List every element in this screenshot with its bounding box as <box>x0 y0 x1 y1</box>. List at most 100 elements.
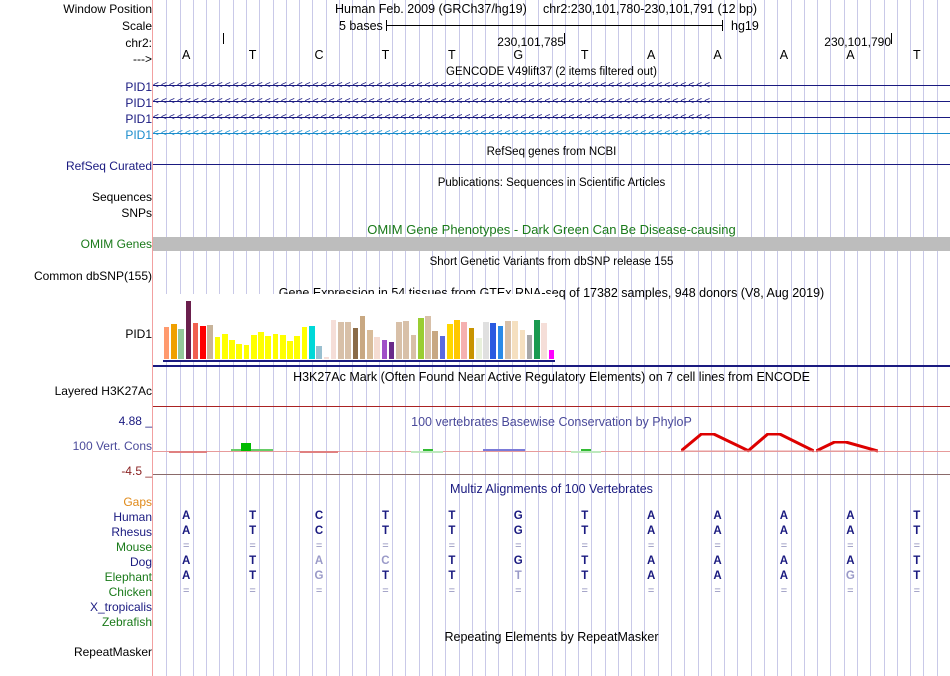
conservation-peak[interactable] <box>748 433 814 454</box>
gtex-tissue-bar[interactable] <box>258 332 264 359</box>
refseq-gene-line[interactable] <box>153 164 950 166</box>
snps-label[interactable]: SNPs <box>121 206 152 220</box>
gtex-tissue-bar[interactable] <box>323 357 330 359</box>
gtex-tissue-bar[interactable] <box>207 324 213 359</box>
gtex-tissue-bar[interactable] <box>519 329 526 359</box>
gtex-tissue-bar[interactable] <box>454 320 460 359</box>
omim-gene-bar[interactable] <box>153 237 950 251</box>
gtex-tissue-bar[interactable] <box>338 322 344 359</box>
gtex-tissue-bar[interactable] <box>345 321 351 359</box>
conservation-bar[interactable] <box>483 449 525 451</box>
gtex-tissue-bar[interactable] <box>272 333 279 359</box>
gtex-tissue-bar[interactable] <box>497 325 504 359</box>
gtex-tissue-bar[interactable] <box>229 340 235 359</box>
gtex-tissue-bar[interactable] <box>265 336 272 359</box>
gtex-tissue-bar[interactable] <box>221 333 228 359</box>
species-label-xtropicalis[interactable]: X_tropicalis <box>89 600 152 614</box>
gtex-tissue-bar[interactable] <box>359 315 366 359</box>
gtex-tissue-bar[interactable] <box>316 346 322 359</box>
gtex-tissue-bar[interactable] <box>374 337 380 359</box>
gene-track-row[interactable]: <<<<<<<<<<<<<<<<<<<<<<<<<<<<<<<<<<<<<<<<… <box>153 128 950 139</box>
gtex-tissue-bar[interactable] <box>171 324 177 359</box>
gtex-tissue-bar[interactable] <box>236 344 243 359</box>
gtex-tissue-bar[interactable] <box>403 320 409 359</box>
gene-track-row[interactable]: <<<<<<<<<<<<<<<<<<<<<<<<<<<<<<<<<<<<<<<<… <box>153 80 950 91</box>
conservation-bar[interactable] <box>169 451 207 453</box>
gtex-tissue-bar[interactable] <box>548 350 555 359</box>
gtex-pid1-label[interactable]: PID1 <box>125 327 152 341</box>
multiz-base: T <box>581 570 589 582</box>
common-dbsnp-label[interactable]: Common dbSNP(155) <box>33 269 152 283</box>
gtex-tissue-bar[interactable] <box>287 341 293 359</box>
gtex-tissue-bar[interactable] <box>504 320 511 359</box>
gene-row-label-1[interactable]: PID1 <box>125 80 152 94</box>
gtex-tissue-bar[interactable] <box>352 328 359 359</box>
conservation-peak[interactable] <box>816 441 878 454</box>
gtex-tissue-bar[interactable] <box>512 320 518 359</box>
gene-track-row[interactable]: <<<<<<<<<<<<<<<<<<<<<<<<<<<<<<<<<<<<<<<<… <box>153 96 950 107</box>
gtex-tissue-bar[interactable] <box>301 326 308 359</box>
gtex-tissue-bar[interactable] <box>185 300 192 359</box>
repeatmasker-label[interactable]: RepeatMasker <box>73 645 152 659</box>
conservation-bar[interactable] <box>423 449 433 451</box>
gene-track-row[interactable]: <<<<<<<<<<<<<<<<<<<<<<<<<<<<<<<<<<<<<<<<… <box>153 112 950 123</box>
gene-row-label-2[interactable]: PID1 <box>125 96 152 110</box>
gtex-tissue-bar[interactable] <box>425 315 431 359</box>
gtex-tissue-bar[interactable] <box>432 331 439 359</box>
gaps-label[interactable]: Gaps <box>123 495 152 509</box>
gtex-tissue-bar[interactable] <box>388 341 395 359</box>
conservation-bar[interactable] <box>231 449 273 451</box>
layered-h3k27ac-label[interactable]: Layered H3K27Ac <box>54 384 152 398</box>
species-label-mouse[interactable]: Mouse <box>115 540 152 554</box>
gtex-tissue-bar[interactable] <box>483 321 489 359</box>
conservation-bar[interactable] <box>300 451 338 453</box>
gtex-tissue-bar[interactable] <box>396 322 402 359</box>
conservation-peak[interactable] <box>681 433 749 454</box>
gtex-tissue-bar[interactable] <box>367 329 373 359</box>
sequences-label[interactable]: Sequences <box>91 190 152 204</box>
gtex-tissue-bar[interactable] <box>178 328 184 359</box>
gtex-tissue-bar[interactable] <box>214 337 221 359</box>
gtex-tissue-bar[interactable] <box>417 317 424 359</box>
species-label-dog[interactable]: Dog <box>129 555 152 569</box>
gtex-tissue-bar[interactable] <box>446 324 453 359</box>
refseq-curated-label[interactable]: RefSeq Curated <box>65 159 152 173</box>
gtex-tissue-bar[interactable] <box>294 336 301 359</box>
gtex-tissue-bar[interactable] <box>279 335 286 359</box>
gtex-tissue-bar[interactable] <box>475 337 482 359</box>
gtex-tissue-bar[interactable] <box>330 320 337 359</box>
gtex-tissue-bar[interactable] <box>526 334 533 359</box>
gtex-tissue-bar[interactable] <box>243 345 250 359</box>
omim-genes-label[interactable]: OMIM Genes <box>80 237 152 251</box>
gtex-tissue-bar[interactable] <box>308 325 315 359</box>
gtex-tissue-bar[interactable] <box>541 323 547 359</box>
conservation-bar[interactable] <box>241 443 251 451</box>
gene-row-label-4[interactable]: PID1 <box>125 128 152 142</box>
gtex-tissue-bar[interactable] <box>490 323 497 359</box>
species-label-chicken[interactable]: Chicken <box>108 585 152 599</box>
gene-row-label-3[interactable]: PID1 <box>125 112 152 126</box>
vert-cons-label[interactable]: 100 Vert. Cons <box>72 439 152 453</box>
species-label-elephant[interactable]: Elephant <box>104 570 152 584</box>
sequence-base: T <box>248 48 257 62</box>
gtex-tissue-bar[interactable] <box>192 323 199 359</box>
sequence-base: G <box>513 48 524 62</box>
species-label-zebrafish[interactable]: Zebrafish <box>101 615 152 629</box>
conservation-bar[interactable] <box>571 451 601 453</box>
gtex-tissue-bar[interactable] <box>250 334 257 359</box>
gtex-tissue-bar[interactable] <box>381 339 388 359</box>
gtex-tissue-bar[interactable] <box>534 320 540 359</box>
conservation-bar[interactable] <box>581 449 591 451</box>
gtex-tissue-bar[interactable] <box>163 326 170 359</box>
multiz-base: T <box>581 525 589 537</box>
gtex-tissue-bar[interactable] <box>200 325 206 359</box>
refseq-title: RefSeq genes from NCBI <box>486 146 617 158</box>
species-label-rhesus[interactable]: Rhesus <box>111 525 152 539</box>
gtex-tissue-bar[interactable] <box>468 328 475 359</box>
conservation-bar[interactable] <box>411 451 443 453</box>
gtex-tissue-bar[interactable] <box>461 322 468 359</box>
species-label-human[interactable]: Human <box>113 510 152 524</box>
gtex-bar-chart[interactable] <box>163 294 555 362</box>
gtex-tissue-bar[interactable] <box>439 336 446 359</box>
gtex-tissue-bar[interactable] <box>410 334 417 359</box>
